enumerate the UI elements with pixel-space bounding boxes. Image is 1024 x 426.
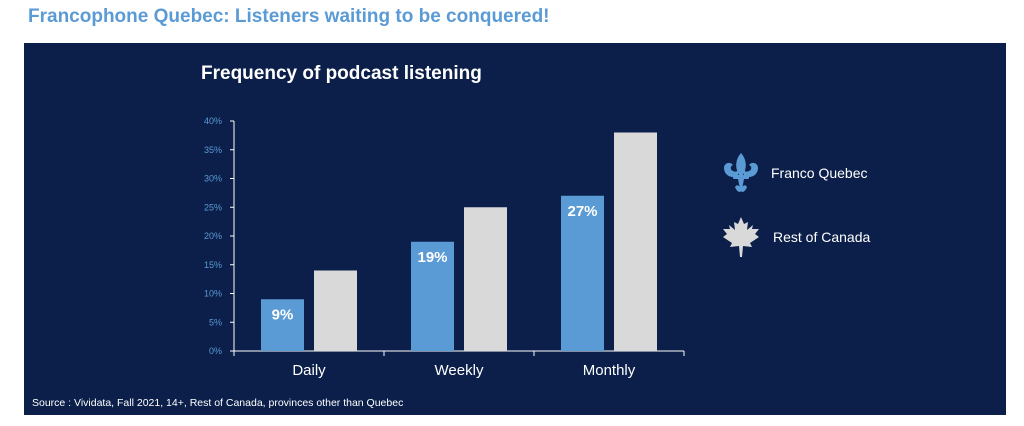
legend-label-franco-quebec: Franco Quebec xyxy=(771,165,868,181)
y-tick-label: 20% xyxy=(204,231,222,241)
y-tick-label: 0% xyxy=(209,346,222,356)
y-tick-label: 35% xyxy=(204,145,222,155)
x-category-label: Monthly xyxy=(583,362,636,379)
bar-franco-quebec-daily xyxy=(261,299,304,351)
chart-title: Frequency of podcast listening xyxy=(201,63,482,84)
fleur-de-lis-icon xyxy=(724,153,758,192)
y-tick-label: 5% xyxy=(209,317,222,327)
y-tick-label: 40% xyxy=(204,116,222,126)
x-category-label: Weekly xyxy=(435,362,484,379)
y-tick-label: 10% xyxy=(204,289,222,299)
y-tick-label: 15% xyxy=(204,260,222,270)
bar-franco-quebec-weekly xyxy=(411,241,454,351)
y-tick-label: 30% xyxy=(204,174,222,184)
chart-panel: 0% 5% 10% 15% 20% 25% 30% 35% 40% 9% Daily 19% Weekl… xyxy=(24,43,1006,415)
slide-title: Francophone Quebec: Listeners waiting to… xyxy=(28,6,550,27)
data-label: 9% xyxy=(272,306,294,323)
legend-label-rest-of-canada: Rest of Canada xyxy=(773,229,871,245)
y-tick-label: 25% xyxy=(204,202,222,212)
bar-chart: 0% 5% 10% 15% 20% 25% 30% 35% 40% 9% Daily 19% Weekl… xyxy=(204,116,685,379)
source-note: Source : Vividata, Fall 2021, 14+, Rest … xyxy=(32,397,404,409)
bar-rest-of-canada-monthly xyxy=(614,132,657,351)
bar-rest-of-canada-daily xyxy=(314,270,357,351)
bar-franco-quebec-monthly xyxy=(561,195,604,351)
legend-item-franco-quebec: Franco Quebec xyxy=(721,151,868,195)
data-label: 19% xyxy=(417,249,447,266)
data-label: 27% xyxy=(567,203,597,220)
x-category-label: Daily xyxy=(292,362,326,379)
legend-item-rest-of-canada: Rest of Canada xyxy=(719,215,870,259)
bar-rest-of-canada-weekly xyxy=(464,207,507,351)
maple-leaf-icon xyxy=(723,217,759,257)
